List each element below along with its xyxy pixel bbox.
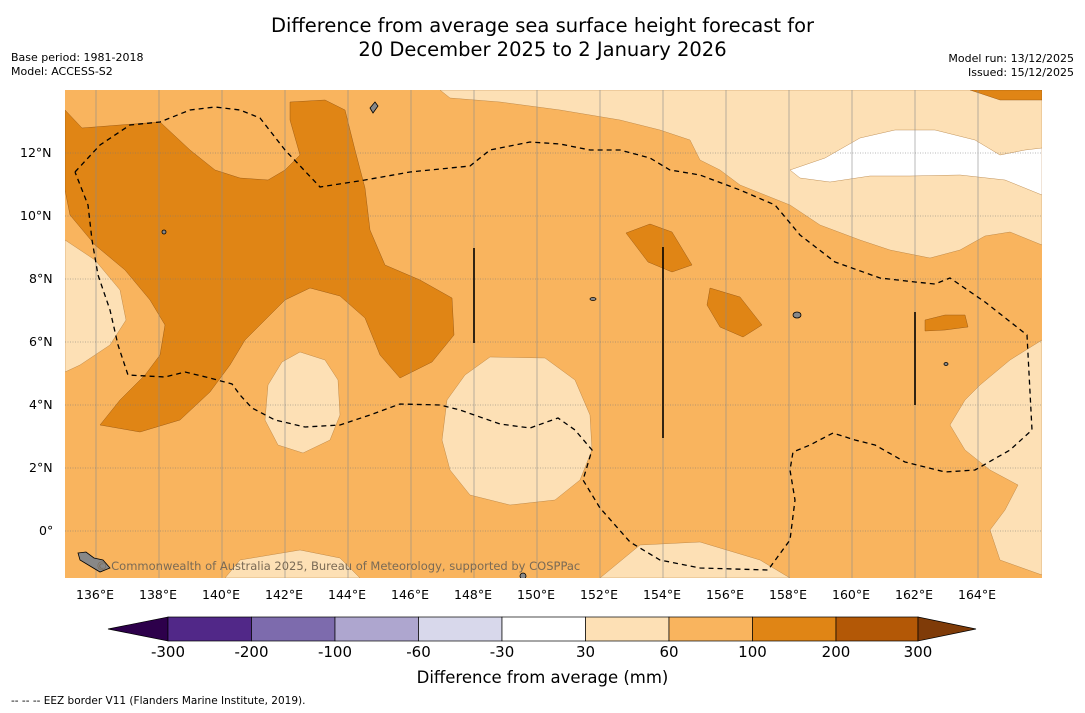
field-dark-north-strip bbox=[969, 90, 1042, 101]
lon-label-140e: 140°E bbox=[202, 587, 241, 602]
model-text: Model: ACCESS-S2 bbox=[11, 65, 113, 78]
lon-label-142e: 142°E bbox=[265, 587, 304, 602]
field-light-small bbox=[264, 351, 341, 454]
lat-label-6n: 6°N bbox=[29, 334, 53, 349]
lat-label-8n: 8°N bbox=[29, 271, 53, 286]
map-panel: © Commonwealth of Australia 2025, Bureau… bbox=[65, 90, 1042, 578]
colorbar-tick: 60 bbox=[659, 643, 679, 661]
lon-label-148e: 148°E bbox=[454, 587, 493, 602]
lon-label-144e: 144°E bbox=[328, 587, 367, 602]
colorbar-segment-2 bbox=[251, 616, 336, 642]
lon-label-136e: 136°E bbox=[76, 587, 115, 602]
lat-label-10n: 10°N bbox=[20, 208, 52, 223]
colorbar-under-arrow bbox=[107, 616, 169, 642]
lon-label-162e: 162°E bbox=[895, 587, 934, 602]
lon-label-164e: 164°E bbox=[958, 587, 997, 602]
lon-label-152e: 152°E bbox=[580, 587, 619, 602]
lat-label-0: 0° bbox=[39, 523, 54, 538]
colorbar-segment-8 bbox=[752, 616, 837, 642]
title-line-1: Difference from average sea surface heig… bbox=[270, 14, 815, 37]
colorbar-tick: -100 bbox=[317, 643, 353, 661]
colorbar-segment-3 bbox=[334, 616, 419, 642]
lon-label-138e: 138°E bbox=[139, 587, 178, 602]
colorbar-segment-1 bbox=[167, 616, 252, 642]
field-light-south bbox=[224, 549, 361, 578]
field-dark-patch-2 bbox=[706, 287, 763, 338]
issued-text: Issued: 15/12/2025 bbox=[967, 66, 1074, 79]
colorbar-label: Difference from average (mm) bbox=[416, 668, 669, 687]
lon-label-156e: 156°E bbox=[706, 587, 745, 602]
field-dark-west bbox=[65, 99, 455, 433]
colorbar-segment-5 bbox=[501, 616, 586, 642]
colorbar-tick: -300 bbox=[150, 643, 186, 661]
lon-label-160e: 160°E bbox=[832, 587, 871, 602]
field-dark-patch-3 bbox=[924, 314, 969, 332]
lon-label-146e: 146°E bbox=[391, 587, 430, 602]
field-light-east-south bbox=[949, 339, 1042, 576]
colorbar-tick: -200 bbox=[234, 643, 269, 661]
lat-label-2n: 2°N bbox=[29, 460, 53, 475]
chart-title: Difference from average sea surface heig… bbox=[0, 14, 1085, 62]
credit-text: © Commonwealth of Australia 2025, Bureau… bbox=[96, 559, 580, 573]
colorbar-tick: 100 bbox=[738, 643, 767, 661]
islands bbox=[77, 101, 949, 578]
colorbar-segment-7 bbox=[668, 616, 753, 642]
colorbar-tick: 300 bbox=[903, 643, 933, 661]
colorbar-tick: 200 bbox=[821, 643, 851, 661]
colorbar-tick: 30 bbox=[575, 643, 596, 661]
lon-label-150e: 150°E bbox=[517, 587, 556, 602]
field-dark-patch-1 bbox=[625, 223, 693, 273]
graticule-lat bbox=[65, 152, 1042, 532]
colorbar-over-arrow bbox=[917, 616, 977, 642]
field-light-south-2 bbox=[599, 541, 791, 578]
meta-right: Model run: 13/12/2025 Issued: 15/12/2025 bbox=[948, 52, 1074, 80]
colorbar-tick: -60 bbox=[406, 643, 431, 661]
model-run-text: Model run: 13/12/2025 bbox=[948, 52, 1074, 65]
eez-borders bbox=[74, 106, 1033, 571]
field-light-west bbox=[65, 239, 127, 373]
colorbar-segment-4 bbox=[418, 616, 503, 642]
field-neutral-north-east bbox=[789, 129, 1042, 196]
boundary-lines bbox=[473, 247, 916, 438]
lon-label-158e: 158°E bbox=[769, 587, 808, 602]
base-period-text: Base period: 1981-2018 bbox=[11, 51, 144, 64]
title-line-2: 20 December 2025 to 2 January 2026 bbox=[358, 38, 727, 61]
colorbar bbox=[107, 616, 977, 642]
colorbar-segment-9 bbox=[835, 616, 919, 642]
lat-label-4n: 4°N bbox=[29, 397, 53, 412]
meta-left: Base period: 1981-2018 Model: ACCESS-S2 bbox=[11, 51, 143, 79]
lat-label-12n: 12°N bbox=[20, 145, 52, 160]
eez-footnote: -- -- -- EEZ border V11 (Flanders Marine… bbox=[11, 695, 306, 707]
lon-label-154e: 154°E bbox=[643, 587, 682, 602]
colorbar-tick: -30 bbox=[489, 643, 515, 661]
field-light-center bbox=[441, 356, 593, 506]
colorbar-segment-6 bbox=[585, 616, 670, 642]
